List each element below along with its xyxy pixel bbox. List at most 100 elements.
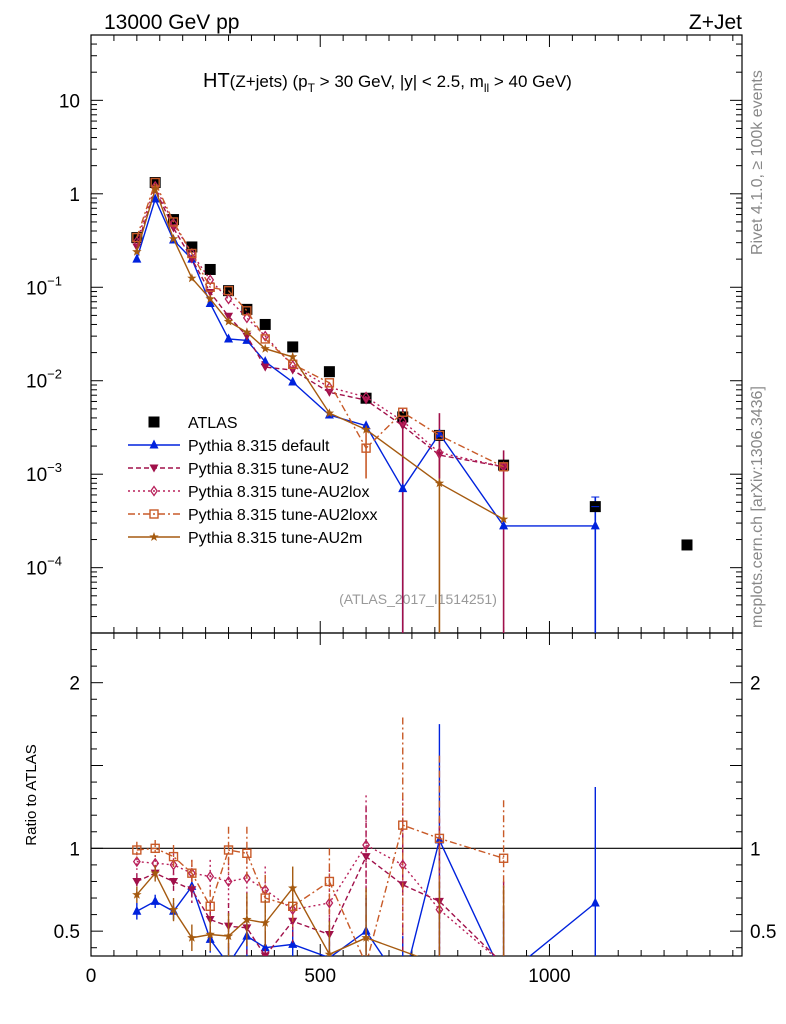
y-tick-label: 10	[59, 91, 80, 112]
data-point-default	[590, 520, 600, 530]
ratio-y-axis: 0.5 0.5 1 1 2 2	[54, 649, 776, 949]
data-point-AU2lox	[362, 391, 371, 403]
data-point-AU2	[260, 363, 270, 372]
ratio-point-AU2loxx	[132, 845, 142, 855]
title-sub-t: T	[308, 81, 316, 95]
data-point-ATLAS	[681, 539, 693, 551]
ratio-point-AU2	[169, 877, 179, 886]
ratio-point-AU2m	[288, 883, 298, 893]
ratio-point-AU2lox	[242, 872, 251, 884]
data-point-AU2loxx	[361, 443, 371, 453]
data-point-AU2m	[205, 294, 215, 303]
data-point-AU2m	[132, 246, 142, 256]
y-tick-label: 10−3	[26, 460, 62, 486]
data-point-default	[205, 298, 215, 308]
data-point-AU2m	[498, 514, 509, 524]
legend-label: Pythia 8.315 tune-AU2lox	[188, 484, 369, 501]
ratio-point-AU2	[260, 952, 270, 956]
data-point-AU2lox	[132, 235, 141, 247]
ratio-line-AU2loxx	[136, 824, 504, 956]
ratio-series-AU2	[132, 806, 508, 969]
ratio-point-AU2m	[223, 931, 234, 941]
series-line-AU2	[136, 187, 504, 468]
data-point-AU2m	[434, 478, 445, 488]
data-point-default	[398, 483, 408, 493]
ratio-point-default	[398, 980, 407, 989]
data-point-AU2lox	[224, 293, 233, 305]
y-tick-label: 10−1	[26, 273, 62, 299]
data-point-default	[288, 376, 298, 386]
ratio-plot-frame	[90, 632, 743, 957]
ratio-series-AU2lox	[132, 795, 505, 956]
ratio-point-default	[260, 942, 270, 952]
y-tick-label: 10−2	[26, 367, 62, 393]
ratio-point-AU2m	[499, 964, 508, 973]
data-point-AU2loxx	[187, 248, 197, 259]
legend-item-ATLAS: ATLAS	[148, 415, 238, 432]
data-point-AU2m	[223, 316, 234, 326]
ratio-point-AU2lox	[362, 839, 371, 851]
data-point-AU2lox	[206, 274, 215, 286]
data-point-AU2m	[168, 233, 179, 243]
ratio-point-AU2m	[242, 914, 252, 924]
data-point-ATLAS	[287, 341, 299, 353]
ratio-point-AU2	[132, 877, 142, 886]
series-default	[132, 193, 600, 530]
x-tick-label: 500	[304, 966, 336, 987]
data-point-default	[132, 253, 142, 263]
legend-label: Pythia 8.315 tune-AU2	[188, 461, 349, 478]
legend-marker-ATLAS	[148, 416, 160, 428]
data-point-AU2lox	[325, 381, 334, 393]
x-tick-label: 0	[86, 966, 97, 987]
data-point-AU2loxx	[260, 334, 270, 344]
ratio-point-default	[590, 897, 600, 907]
legend-label: Pythia 8.315 tune-AU2m	[188, 530, 362, 547]
ratio-point-AU2loxx	[434, 833, 445, 844]
legend-marker-AU2lox	[150, 485, 158, 497]
analysis-watermark: (ATLAS_2017_I1514251)	[339, 591, 497, 607]
ratio-point-AU2lox	[288, 903, 297, 916]
ratio-point-AU2loxx	[242, 848, 252, 859]
ratio-point-default	[224, 959, 233, 968]
ratio-point-AU2loxx	[223, 845, 234, 855]
ratio-point-AU2loxx	[398, 820, 408, 830]
legend-item-AU2loxx: Pythia 8.315 tune-AU2loxx	[128, 507, 377, 524]
x-axis: 0 500 1000	[86, 35, 734, 987]
ratio-series-AU2m	[132, 864, 508, 973]
ratio-point-default	[150, 895, 160, 905]
ratio-point-AU2lox	[325, 897, 334, 909]
data-point-default	[224, 333, 234, 343]
legend-marker-AU2	[149, 464, 159, 473]
title-sub-ll: ll	[484, 81, 489, 95]
legend-label: Pythia 8.315 tune-AU2loxx	[188, 507, 377, 524]
data-point-default	[434, 428, 444, 438]
data-point-AU2lox	[169, 217, 178, 230]
data-point-AU2loxx	[434, 430, 445, 441]
ratio-point-AU2m	[150, 868, 160, 878]
data-point-AU2lox	[398, 415, 407, 427]
data-point-AU2loxx	[242, 306, 252, 316]
data-point-AU2loxx	[398, 407, 408, 417]
ratio-point-AU2	[499, 961, 508, 969]
ratio-point-AU2loxx	[205, 901, 215, 912]
data-point-AU2loxx	[168, 217, 179, 227]
ratio-point-AU2	[187, 886, 197, 895]
ratio-point-AU2loxx	[324, 876, 335, 887]
ratio-y-label: Ratio to ATLAS	[23, 744, 40, 845]
ratio-point-AU2m	[260, 917, 270, 927]
data-point-ATLAS	[186, 241, 198, 253]
ratio-y-tick-label: 1	[69, 839, 80, 860]
main-y-axis: 10 1 10−1 10−2 10−3 10−4	[26, 34, 742, 634]
ratio-y-tick-label-right: 0.5	[750, 922, 776, 943]
ratio-point-AU2lox	[169, 859, 178, 871]
ratio-point-AU2m	[187, 932, 197, 942]
data-point-ATLAS	[241, 303, 253, 315]
data-point-AU2m	[242, 327, 252, 337]
legend-label: ATLAS	[188, 415, 238, 432]
data-point-AU2loxx	[205, 282, 215, 292]
ratio-data-layer	[91, 717, 742, 989]
legend-marker-AU2loxx	[149, 509, 159, 519]
legend-marker-default	[149, 439, 159, 449]
series-AU2m	[132, 184, 509, 524]
